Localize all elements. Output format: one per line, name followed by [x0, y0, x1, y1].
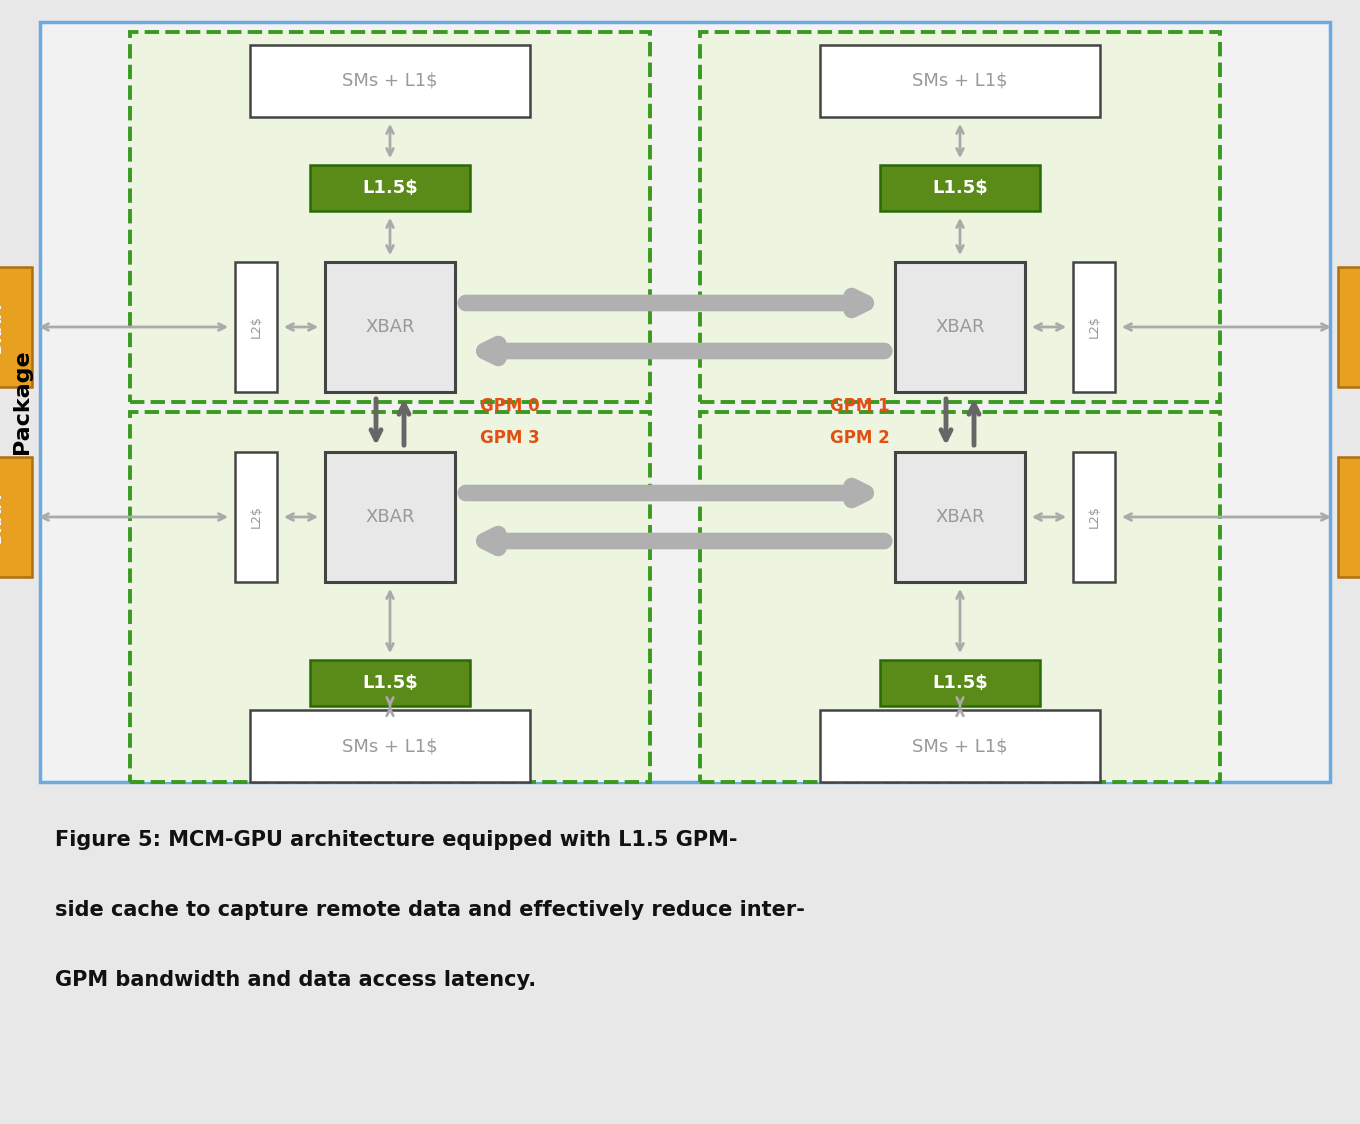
- Bar: [0, 457, 33, 577]
- Bar: [250, 45, 530, 117]
- Text: SMs + L1$: SMs + L1$: [343, 72, 438, 90]
- Bar: [1073, 452, 1115, 582]
- Text: L2$: L2$: [249, 316, 262, 338]
- Bar: [250, 710, 530, 782]
- Text: L2$: L2$: [1088, 316, 1100, 338]
- Text: L2$: L2$: [249, 506, 262, 528]
- Text: SMs + L1$: SMs + L1$: [343, 737, 438, 755]
- Bar: [235, 452, 277, 582]
- Text: L1.5$: L1.5$: [932, 179, 987, 197]
- Text: GPM 3: GPM 3: [480, 429, 540, 447]
- Bar: [1073, 262, 1115, 392]
- Bar: [131, 413, 650, 782]
- Text: SMs + L1$: SMs + L1$: [913, 72, 1008, 90]
- Text: GPM bandwidth and data access latency.: GPM bandwidth and data access latency.: [54, 970, 536, 990]
- Text: L1.5$: L1.5$: [932, 674, 987, 692]
- Bar: [39, 22, 1330, 782]
- Bar: [1338, 457, 1360, 577]
- Bar: [0, 268, 33, 387]
- Text: Package: Package: [12, 350, 33, 454]
- Text: side cache to capture remote data and effectively reduce inter-: side cache to capture remote data and ef…: [54, 900, 805, 921]
- Bar: [325, 452, 456, 582]
- Bar: [895, 452, 1025, 582]
- Bar: [310, 165, 471, 211]
- Text: XBAR: XBAR: [366, 508, 415, 526]
- Text: L2$: L2$: [1088, 506, 1100, 528]
- Text: SMs + L1$: SMs + L1$: [913, 737, 1008, 755]
- Text: GPM 2: GPM 2: [830, 429, 889, 447]
- Bar: [325, 262, 456, 392]
- Bar: [235, 262, 277, 392]
- Text: L1.5$: L1.5$: [362, 674, 418, 692]
- Text: GPM 0: GPM 0: [480, 397, 540, 415]
- Text: Figure 5: MCM-GPU architecture equipped with L1.5 GPM-: Figure 5: MCM-GPU architecture equipped …: [54, 830, 737, 850]
- Text: L1.5$: L1.5$: [362, 179, 418, 197]
- Text: DRAM: DRAM: [0, 301, 4, 353]
- Text: XBAR: XBAR: [936, 318, 985, 336]
- Bar: [1338, 268, 1360, 387]
- Text: DRAM: DRAM: [0, 491, 4, 543]
- Bar: [880, 165, 1040, 211]
- Text: GPM 1: GPM 1: [830, 397, 889, 415]
- Bar: [895, 262, 1025, 392]
- Text: XBAR: XBAR: [366, 318, 415, 336]
- Text: XBAR: XBAR: [936, 508, 985, 526]
- Bar: [310, 660, 471, 706]
- Bar: [131, 31, 650, 402]
- Bar: [820, 45, 1100, 117]
- Bar: [880, 660, 1040, 706]
- Bar: [700, 31, 1220, 402]
- Bar: [820, 710, 1100, 782]
- Bar: [700, 413, 1220, 782]
